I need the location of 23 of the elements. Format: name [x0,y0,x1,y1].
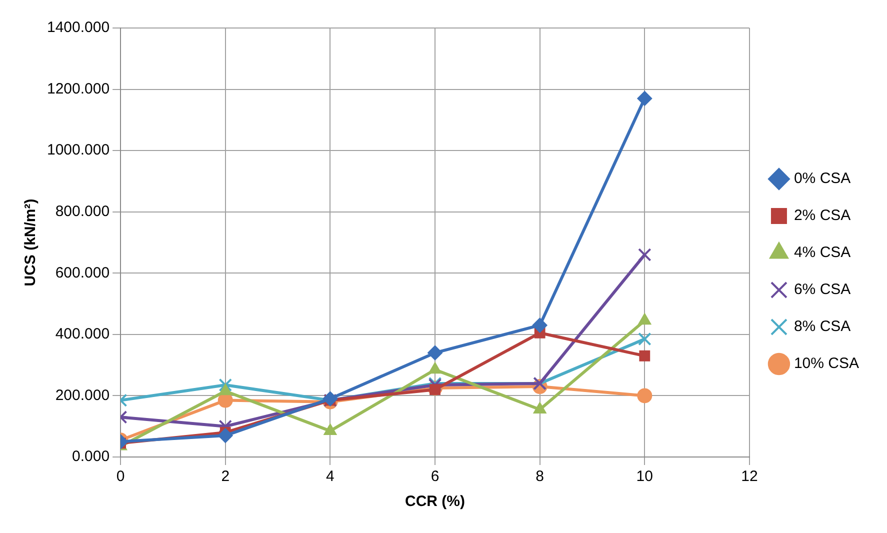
legend-label: 2% CSA [794,207,851,224]
x-tick-label: 8 [536,468,544,486]
x-tick-label: 10 [636,468,653,486]
legend-label: 0% CSA [794,170,851,188]
legend-label: 6% CSA [794,281,851,298]
y-tick-label: 800.000 [55,203,110,220]
y-tick-label: 600.000 [55,264,110,282]
y-axis-title: UCS (kN/m²) [22,198,40,286]
y-tick-label: 1400.000 [46,19,110,36]
x-axis-title: CCR (%) [405,493,466,510]
legend-label: 4% CSA [794,244,851,262]
y-tick-label: 0.000 [72,448,110,466]
y-tick-label: 1200.000 [46,80,110,98]
y-tick-label: 400.000 [55,326,110,343]
x-tick-label: 12 [741,468,758,486]
x-tick-label: 4 [326,468,334,486]
x-tick-label: 0 [116,468,125,486]
x-tick-label: 6 [430,468,440,486]
y-tick-label: 200.000 [55,386,110,404]
y-tick-label: 1000.000 [46,142,110,159]
legend-label: 10% CSA [794,355,860,372]
legend-label: 8% CSA [794,318,851,336]
x-tick-label: 2 [221,468,230,486]
